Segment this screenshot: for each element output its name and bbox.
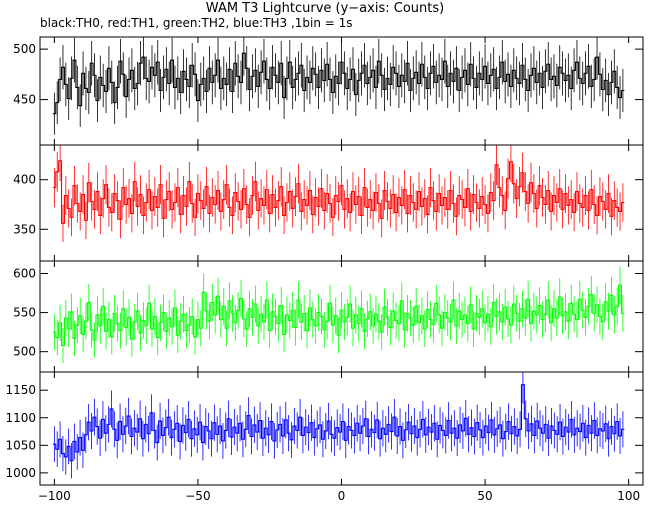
x-tick-label: 100 [617, 489, 640, 503]
x-tick-label: 0 [338, 489, 346, 503]
y-tick-label: 1000 [5, 466, 36, 480]
series-th1-line [52, 160, 625, 224]
y-tick-label: 400 [13, 173, 36, 187]
x-tick-label: −50 [185, 489, 210, 503]
y-tick-label: 450 [13, 93, 36, 107]
series-th2-line [52, 284, 625, 346]
y-tick-label: 1150 [5, 383, 36, 397]
y-tick-label: 550 [13, 306, 36, 320]
series-th1-error-bars [53, 145, 624, 243]
series-th3-error-bars [53, 372, 624, 479]
y-tick-label: 600 [13, 267, 36, 281]
y-tick-label: 500 [13, 345, 36, 359]
series-th0-error-bars [53, 37, 624, 135]
y-tick-label: 500 [13, 42, 36, 56]
y-tick-label: 1100 [5, 411, 36, 425]
y-tick-label: 350 [13, 222, 36, 236]
series-th3-line [52, 384, 625, 462]
chart-title: WAM T3 Lightcurve (y−axis: Counts) [205, 1, 445, 16]
series-th0-line [52, 52, 625, 115]
x-tick-label: 50 [477, 489, 492, 503]
y-tick-label: 1050 [5, 438, 36, 452]
chart-subtitle: black:TH0, red:TH1, green:TH2, blue:TH3 … [40, 16, 353, 30]
x-tick-label: −100 [38, 489, 71, 503]
